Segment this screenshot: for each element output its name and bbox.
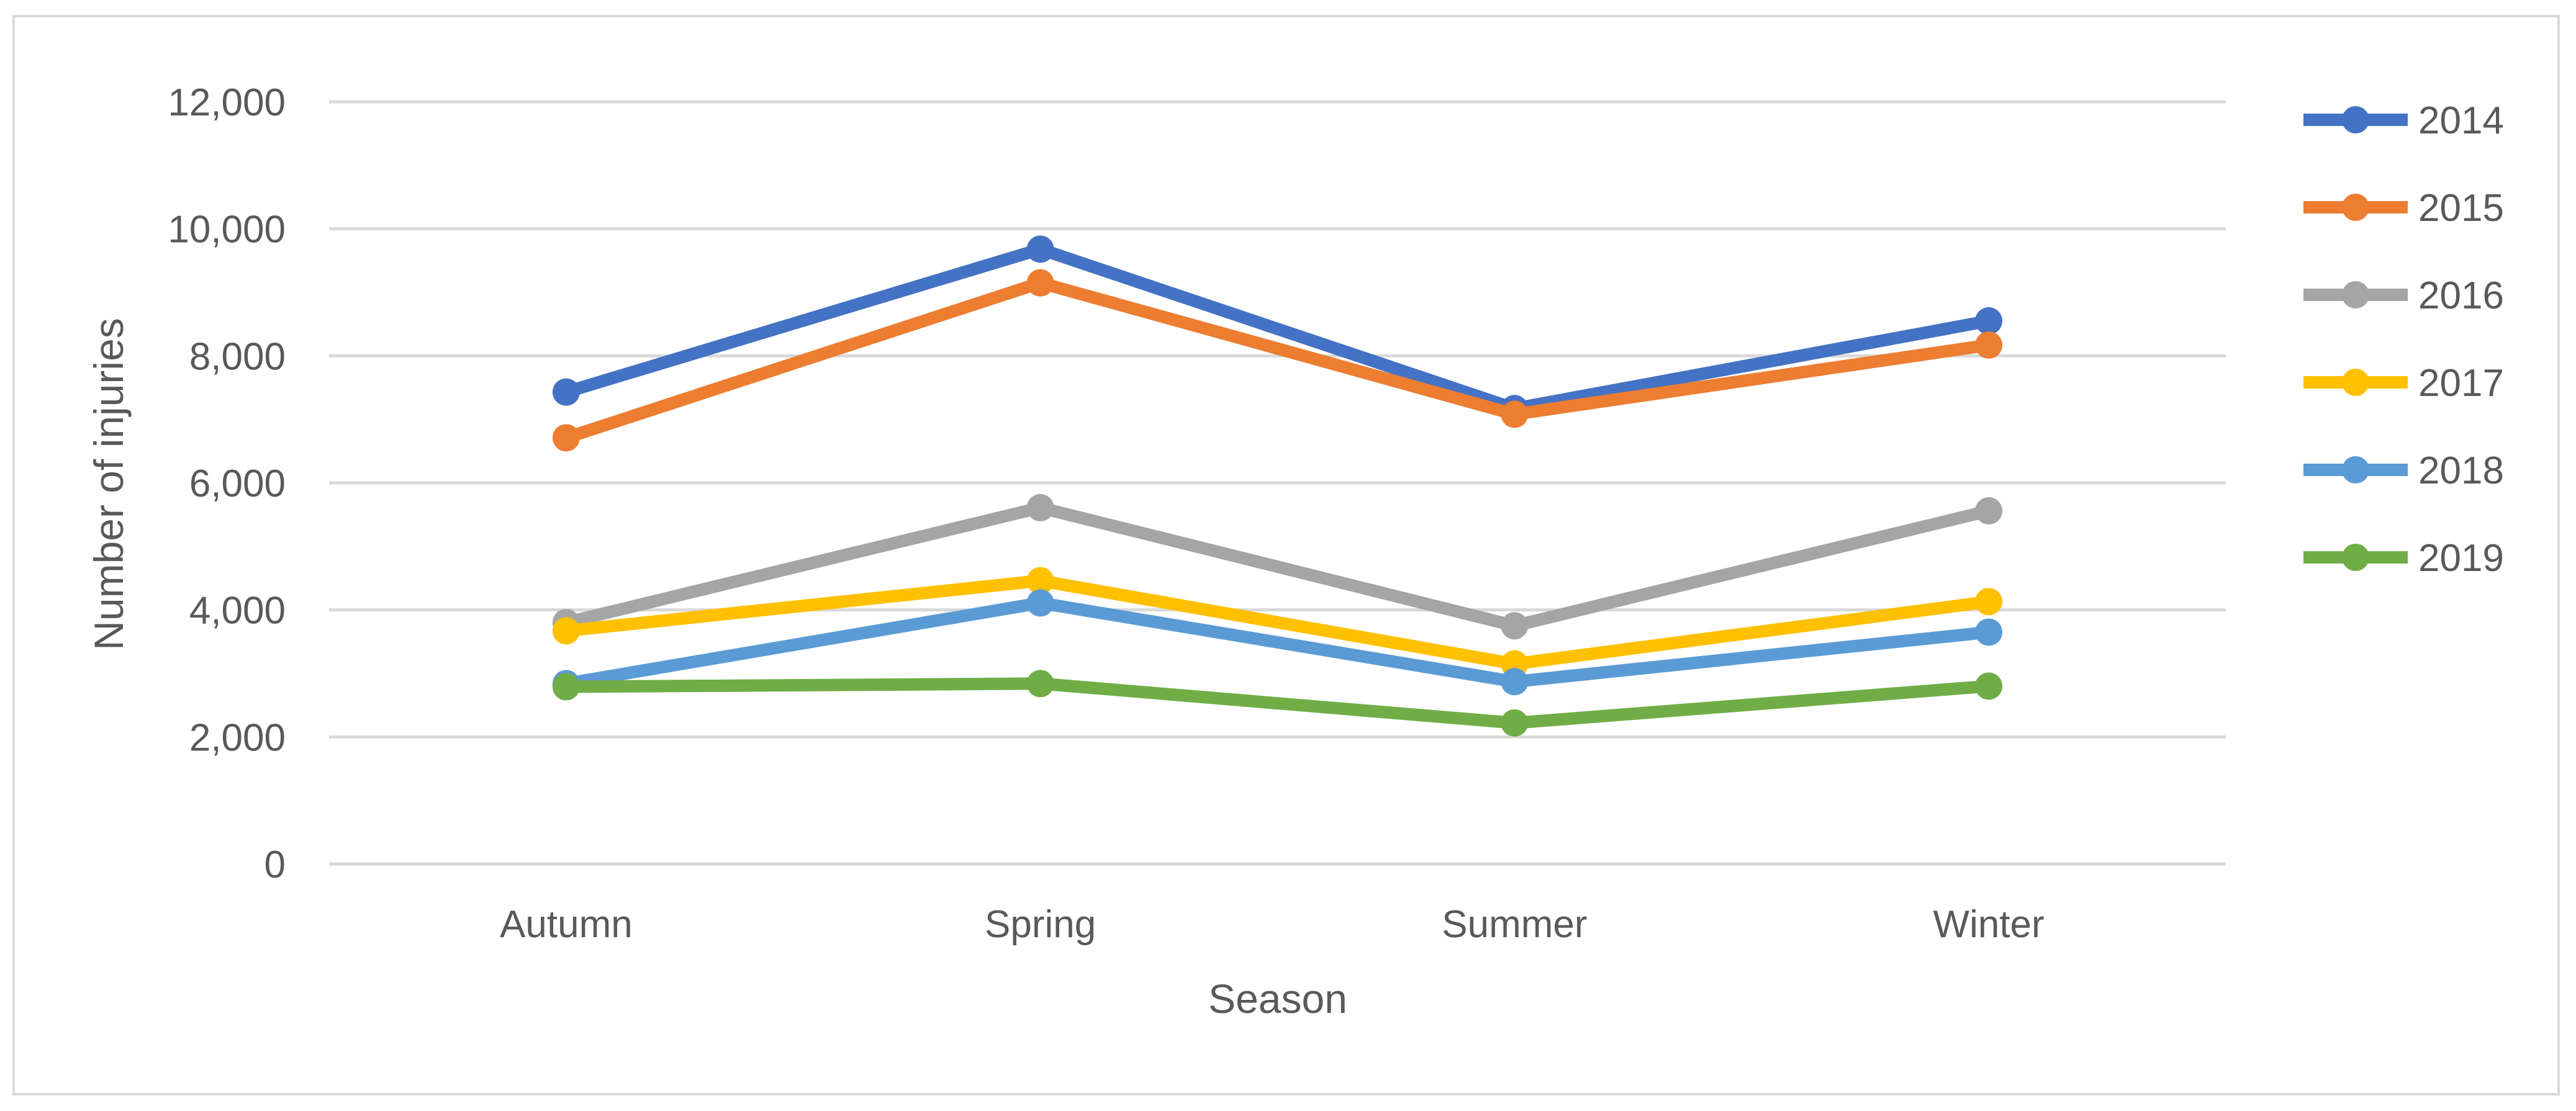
legend-marker	[2342, 456, 2369, 484]
legend-item: 2014	[2303, 99, 2504, 142]
x-tick-label: Autumn	[500, 903, 633, 946]
data-point	[1975, 497, 2003, 525]
y-tick-label: 12,000	[168, 81, 286, 124]
y-tick-label: 6,000	[189, 462, 286, 505]
data-point	[1975, 672, 2003, 700]
legend-marker	[2342, 106, 2369, 133]
legend-item: 2017	[2303, 362, 2504, 405]
legend-item: 2019	[2303, 537, 2504, 580]
series-line	[559, 596, 1995, 690]
data-point	[1975, 331, 2003, 359]
data-point	[1026, 269, 1054, 297]
legend: 2014 2015 2016 2017 2018 2019	[2303, 99, 2504, 580]
legend-label: 2016	[2418, 274, 2504, 317]
y-tick-label: 2,000	[189, 716, 286, 759]
legend-label: 2018	[2418, 449, 2504, 492]
legend-label: 2019	[2418, 537, 2504, 580]
series-2014	[552, 235, 2003, 423]
series-line	[559, 243, 1995, 415]
legend-marker	[2342, 281, 2369, 308]
y-axis-ticks: 0 2,000 4,000 6,000 8,000 10,000 12,000	[168, 81, 286, 886]
x-tick-label: Winter	[1933, 903, 2045, 946]
gridlines	[329, 100, 2226, 866]
legend-marker	[2342, 544, 2369, 571]
data-point	[1501, 668, 1529, 696]
data-point	[552, 617, 580, 645]
x-axis-title: Season	[1208, 976, 1347, 1022]
data-point	[1975, 618, 2003, 646]
legend-label: 2017	[2418, 362, 2504, 405]
y-tick-label: 4,000	[189, 590, 286, 632]
data-point	[1975, 307, 2003, 335]
y-tick-label: 10,000	[168, 209, 286, 251]
legend-item: 2018	[2303, 449, 2504, 492]
series-group	[552, 235, 2003, 737]
data-point	[1026, 235, 1054, 263]
y-axis-title: Number of injuries	[86, 318, 132, 650]
y-tick-label: 8,000	[189, 335, 286, 378]
legend-item: 2016	[2303, 274, 2504, 317]
legend-item: 2015	[2303, 187, 2504, 230]
chart-frame	[12, 15, 2560, 1095]
series-line	[559, 276, 1995, 444]
data-point	[1026, 670, 1054, 698]
series-line	[559, 677, 1995, 729]
legend-label: 2015	[2418, 187, 2504, 230]
data-point	[1026, 567, 1054, 595]
y-tick-label: 0	[264, 843, 286, 886]
x-tick-label: Summer	[1442, 903, 1587, 946]
data-point	[1026, 589, 1054, 617]
data-point	[1975, 588, 2003, 616]
x-axis-ticks: Autumn Spring Summer Winter	[500, 903, 2045, 946]
data-point	[1501, 400, 1529, 428]
data-point	[1501, 709, 1529, 737]
data-point	[552, 673, 580, 701]
legend-label: 2014	[2418, 99, 2504, 142]
legend-marker	[2342, 194, 2369, 221]
series-2019	[552, 670, 2003, 737]
data-point	[1501, 612, 1529, 640]
legend-marker	[2342, 369, 2369, 396]
data-point	[552, 378, 580, 406]
series-line	[559, 574, 1995, 670]
data-point	[1026, 493, 1054, 521]
series-2015	[552, 269, 2003, 452]
series-2017	[552, 567, 2003, 678]
data-point	[552, 424, 580, 452]
x-tick-label: Spring	[985, 903, 1096, 946]
series-line	[559, 501, 1995, 632]
